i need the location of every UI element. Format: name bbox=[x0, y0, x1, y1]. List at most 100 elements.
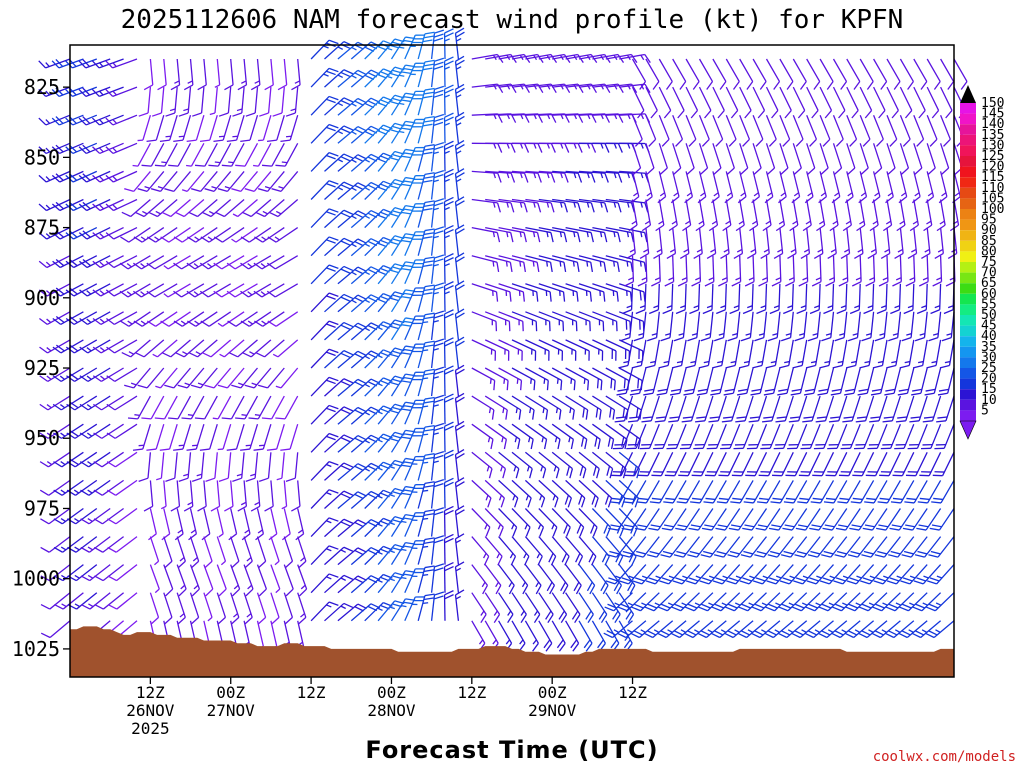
wind-barb bbox=[673, 536, 701, 558]
wind-barb bbox=[194, 395, 218, 420]
wind-barb bbox=[668, 395, 687, 423]
wind-barbs-layer bbox=[38, 27, 968, 653]
colorbar-swatch bbox=[960, 389, 976, 400]
wind-barb bbox=[538, 283, 566, 302]
wind-barb bbox=[337, 519, 367, 538]
wind-barb bbox=[724, 171, 734, 204]
wind-barb bbox=[715, 508, 741, 531]
x-tick-label: 12Z bbox=[136, 683, 165, 702]
wind-barb bbox=[258, 452, 272, 482]
wind-barb bbox=[404, 90, 426, 116]
wind-barb bbox=[133, 311, 165, 327]
wind-barb bbox=[471, 226, 501, 243]
wind-barb bbox=[631, 339, 647, 369]
wind-barb bbox=[940, 86, 953, 119]
wind-barb bbox=[283, 536, 294, 569]
wind-barb bbox=[538, 339, 564, 361]
wind-barb bbox=[40, 564, 71, 582]
wind-barb bbox=[417, 453, 435, 481]
x-tick-label: 12Z bbox=[618, 683, 647, 702]
wind-barb bbox=[733, 227, 744, 259]
wind-barb bbox=[255, 199, 285, 218]
wind-barb bbox=[443, 28, 454, 60]
wind-barb bbox=[885, 592, 915, 612]
wind-barb bbox=[624, 452, 647, 477]
wind-barb bbox=[377, 235, 405, 257]
wind-barb bbox=[809, 283, 821, 315]
wind-barb bbox=[213, 115, 232, 142]
wind-barb bbox=[654, 395, 674, 423]
wind-barb bbox=[390, 148, 416, 172]
wind-barb bbox=[324, 434, 354, 453]
wind-barb bbox=[454, 477, 465, 509]
wind-barb bbox=[471, 451, 493, 479]
wind-barb bbox=[430, 113, 445, 144]
wind-barb bbox=[283, 592, 294, 625]
wind-barb bbox=[822, 508, 848, 531]
wind-barb bbox=[618, 451, 641, 479]
wind-barb bbox=[691, 255, 702, 287]
wind-barb bbox=[324, 602, 354, 622]
wind-barb bbox=[831, 620, 861, 639]
wind-barb bbox=[120, 227, 151, 243]
wind-barb bbox=[498, 423, 521, 450]
wind-barb bbox=[819, 86, 833, 119]
y-tick-label: 825 bbox=[24, 75, 60, 99]
x-tick-label: 00Z bbox=[216, 683, 245, 702]
wind-barb bbox=[78, 86, 111, 98]
wind-barb bbox=[787, 227, 797, 259]
wind-barb bbox=[430, 310, 445, 340]
wind-barb bbox=[224, 58, 234, 91]
wind-barb bbox=[886, 86, 899, 119]
wind-barb bbox=[498, 564, 515, 595]
wind-barb bbox=[690, 480, 714, 504]
wind-barb bbox=[484, 367, 509, 391]
wind-barb bbox=[783, 480, 808, 504]
x-tick-label: 28NOV bbox=[367, 701, 416, 720]
wind-barb bbox=[243, 564, 254, 597]
wind-barb bbox=[645, 58, 660, 90]
wind-barb bbox=[258, 115, 272, 142]
wind-barb bbox=[795, 508, 821, 531]
wind-barb bbox=[364, 293, 393, 313]
wind-barb bbox=[244, 170, 272, 193]
wind-barb bbox=[844, 367, 861, 396]
wind-barb bbox=[511, 423, 534, 450]
wind-barb bbox=[716, 283, 727, 315]
wind-barb bbox=[926, 339, 942, 369]
wind-barb bbox=[199, 255, 232, 270]
wind-barb bbox=[226, 424, 245, 451]
wind-barb bbox=[714, 311, 727, 342]
wind-barb bbox=[161, 199, 191, 218]
wind-barb bbox=[164, 170, 191, 193]
colorbar-label: 120 bbox=[981, 160, 1004, 175]
wind-barb bbox=[947, 227, 958, 259]
wind-barb bbox=[698, 114, 710, 147]
wind-barb bbox=[38, 142, 71, 155]
wind-barb bbox=[858, 592, 888, 612]
wind-barb bbox=[240, 115, 259, 142]
wind-barb bbox=[443, 337, 454, 369]
wind-barb bbox=[899, 339, 915, 369]
wind-barb bbox=[739, 564, 767, 585]
x-tick-label: 12Z bbox=[457, 683, 486, 702]
wind-barb bbox=[639, 423, 660, 450]
wind-barb bbox=[859, 114, 871, 147]
wind-barb bbox=[270, 564, 281, 594]
wind-barb bbox=[752, 143, 762, 176]
wind-barb bbox=[40, 536, 71, 553]
wind-barb bbox=[39, 395, 71, 411]
wind-barb bbox=[268, 508, 278, 541]
wind-barb bbox=[664, 452, 687, 477]
wind-barb bbox=[390, 36, 416, 60]
wind-barb bbox=[186, 115, 205, 142]
wind-barb bbox=[310, 208, 339, 229]
wind-barb bbox=[871, 620, 901, 639]
wind-barb bbox=[592, 395, 616, 420]
wind-barb bbox=[638, 452, 660, 477]
wind-barb bbox=[663, 480, 687, 504]
wind-barb bbox=[769, 283, 781, 315]
wind-barb bbox=[782, 508, 808, 531]
